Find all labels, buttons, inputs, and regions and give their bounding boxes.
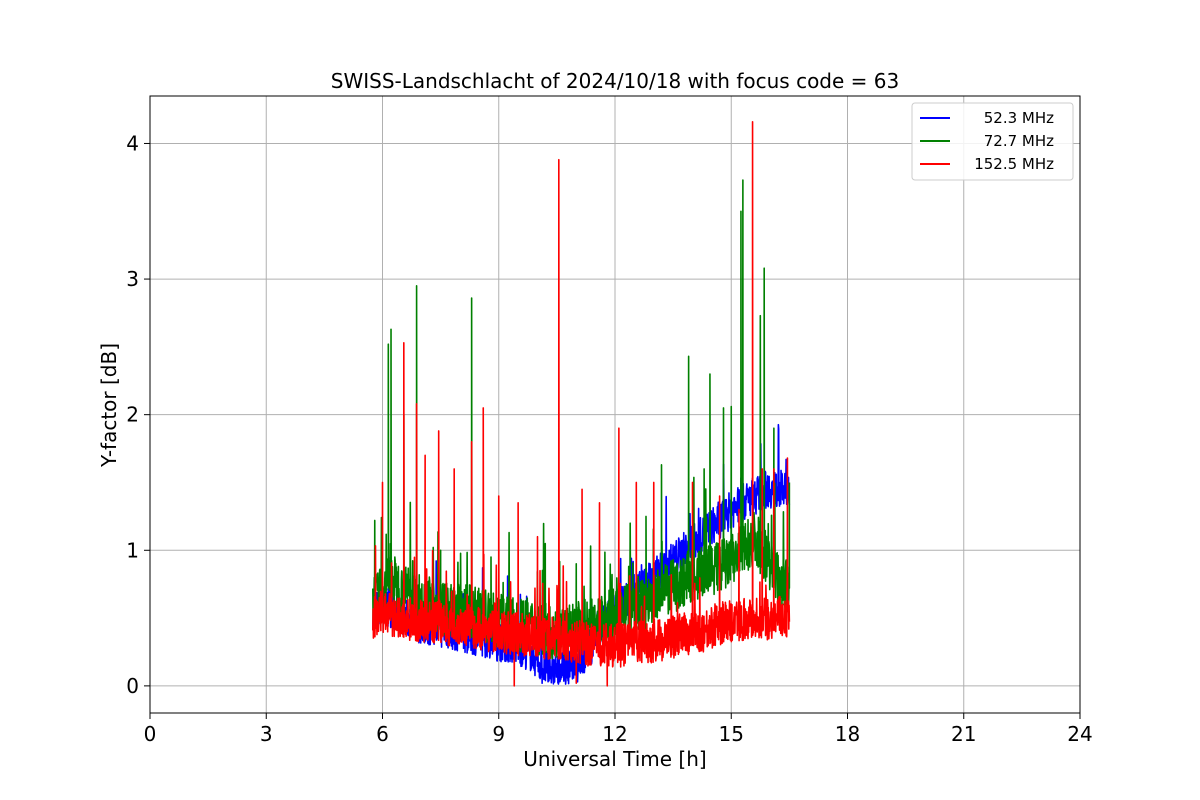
x-tick-label: 24 [1067, 722, 1092, 746]
y-tick-label: 0 [126, 674, 139, 698]
legend-box [911, 102, 1074, 181]
x-axis: 0 3 6 9 12 15 18 21 24 [144, 713, 1093, 746]
y-tick-label: 3 [126, 267, 139, 291]
legend-label: 72.7 MHz [984, 132, 1054, 150]
x-tick-label: 15 [719, 722, 744, 746]
legend-label: 152.5 MHz [974, 155, 1054, 173]
series-line-2 [372, 120, 791, 687]
x-tick-label: 9 [492, 722, 505, 746]
legend: 52.3 MHz 72.7 MHz 152.5 MHz [911, 102, 1074, 181]
x-axis-label: Universal Time [h] [523, 747, 706, 771]
x-tick-label: 18 [835, 722, 860, 746]
y-tick-label: 2 [126, 403, 139, 427]
x-tick-label: 3 [260, 722, 273, 746]
chart-title: SWISS-Landschlacht of 2024/10/18 with fo… [331, 69, 899, 93]
y-tick-label: 4 [126, 131, 139, 155]
legend-label: 52.3 MHz [984, 109, 1054, 127]
y-axis-label: Y-factor [dB] [97, 343, 121, 468]
series-layer [372, 120, 791, 687]
x-tick-label: 6 [376, 722, 389, 746]
x-tick-label: 12 [602, 722, 627, 746]
x-tick-label: 0 [144, 722, 157, 746]
x-tick-label: 21 [951, 722, 976, 746]
y-axis: 0 1 2 3 4 [126, 131, 150, 698]
y-tick-label: 1 [126, 538, 139, 562]
